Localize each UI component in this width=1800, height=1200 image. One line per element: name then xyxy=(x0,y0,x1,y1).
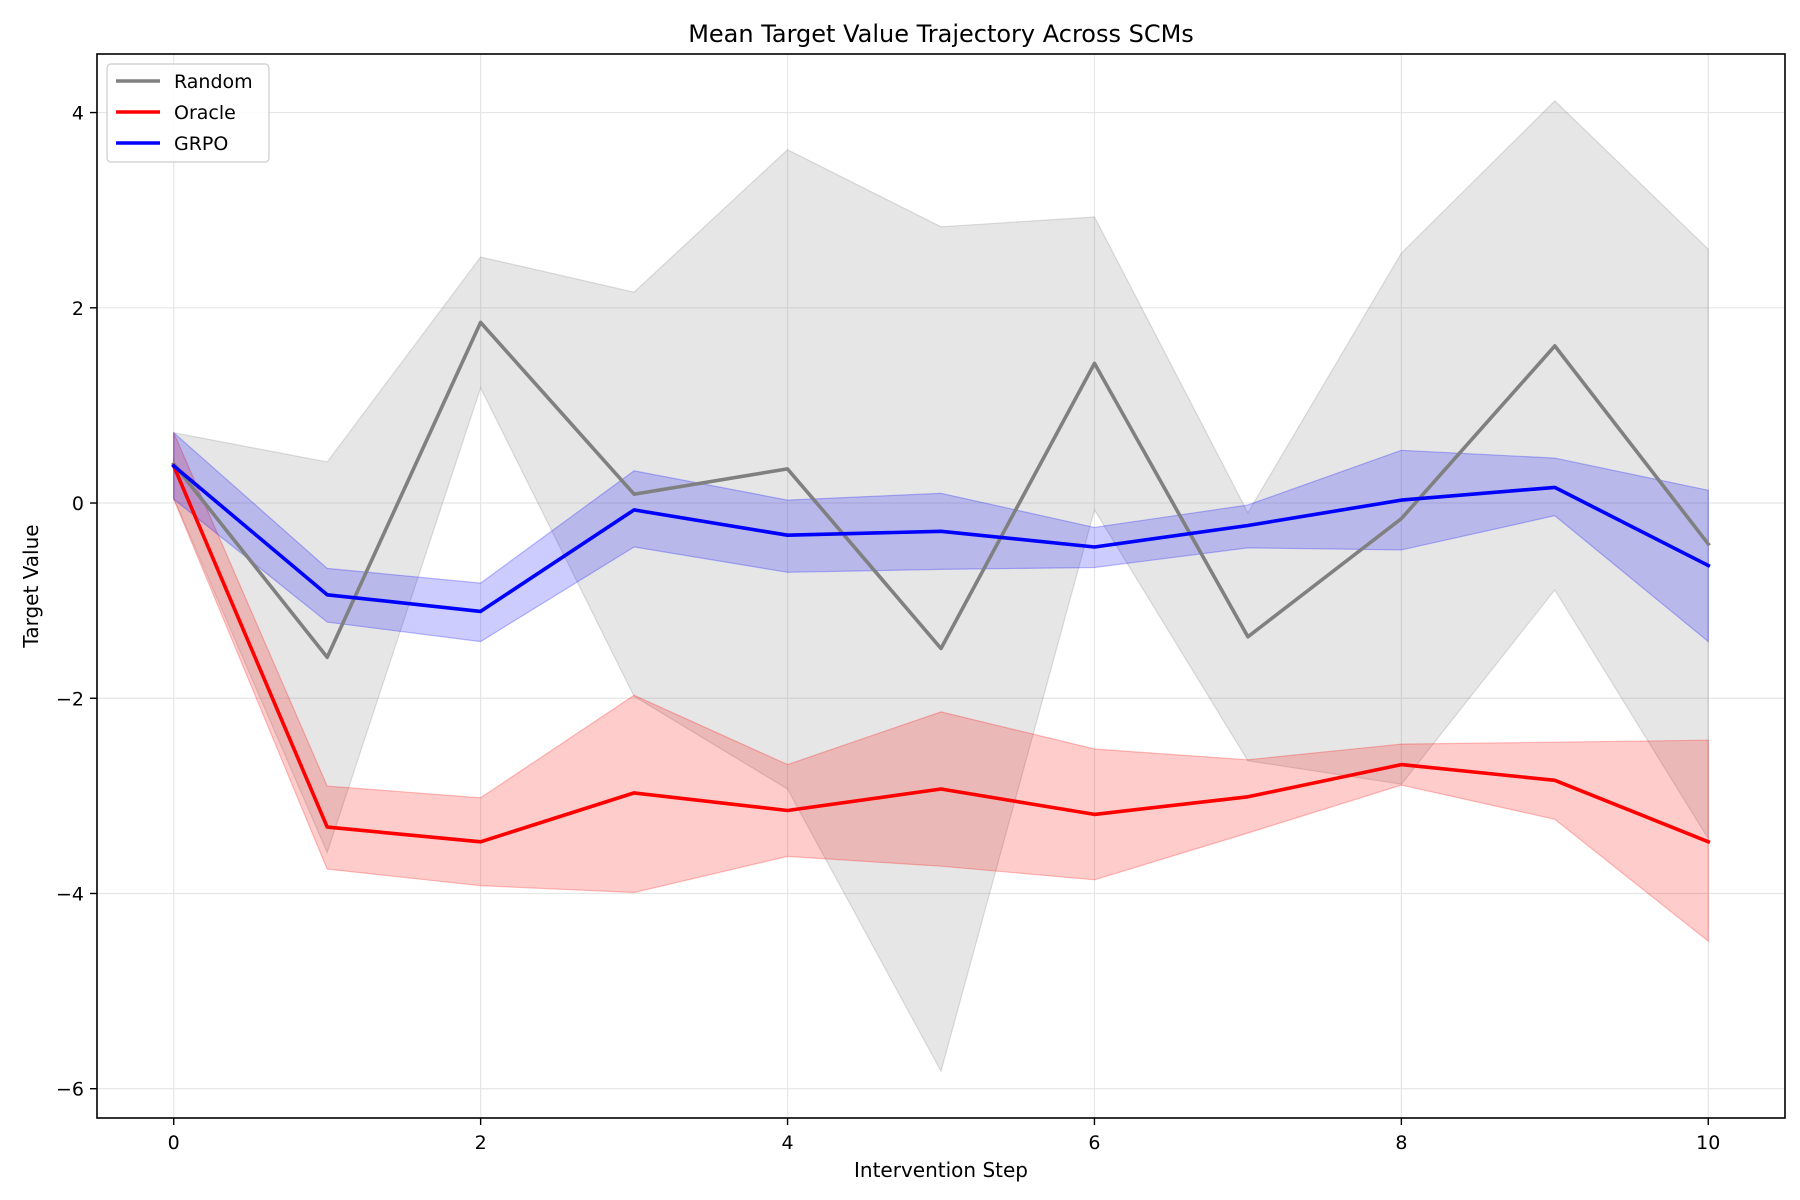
series-line-grpo xyxy=(171,463,1711,614)
confidence-bands xyxy=(173,100,1709,1073)
legend-label-random: Random xyxy=(174,71,253,93)
series-line-oracle xyxy=(171,463,1711,845)
chart-title: Mean Target Value Trajectory Across SCMs xyxy=(688,20,1194,48)
y-axis-label: Target Value xyxy=(19,524,43,648)
grid xyxy=(97,54,1785,1118)
x-tick-label: 4 xyxy=(781,1132,793,1154)
y-tick-label: 4 xyxy=(72,103,84,125)
x-tick-label: 0 xyxy=(168,1132,180,1154)
y-tick-label: 2 xyxy=(72,298,84,320)
legend-box xyxy=(106,63,270,163)
axis-ticks: 0 2 4 6 8 10 −6 −4 −2 0 2 4 xyxy=(56,103,1720,1154)
legend-label-oracle: Oracle xyxy=(174,102,236,124)
y-tick-label: 0 xyxy=(72,493,84,515)
series-lines xyxy=(171,320,1711,845)
band-oracle xyxy=(173,432,1709,943)
x-tick-label: 6 xyxy=(1088,1132,1100,1154)
band-grpo xyxy=(173,431,1709,643)
series-line-random xyxy=(171,320,1711,660)
band-random xyxy=(173,100,1709,1073)
x-axis-label: Intervention Step xyxy=(854,1158,1028,1182)
x-tick-label: 8 xyxy=(1395,1132,1407,1154)
legend-label-grpo: GRPO xyxy=(174,133,228,155)
y-tick-label: −6 xyxy=(56,1079,84,1101)
x-tick-label: 2 xyxy=(475,1132,487,1154)
y-tick-label: −2 xyxy=(56,688,84,710)
legend: Random Oracle GRPO xyxy=(106,63,270,163)
plot-frame xyxy=(96,53,1786,1119)
x-tick-label: 10 xyxy=(1696,1132,1720,1154)
y-tick-label: −4 xyxy=(56,883,84,905)
